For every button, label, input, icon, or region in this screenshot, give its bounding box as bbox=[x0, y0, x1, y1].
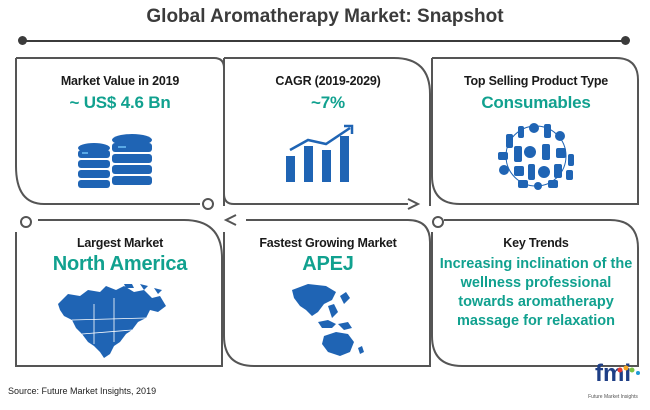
card-heading: CAGR (2019-2029) bbox=[275, 74, 381, 88]
fmi-logo: fmi Future Market Insights bbox=[584, 360, 642, 404]
market-value: ~ US$ 4.6 Bn bbox=[69, 93, 171, 112]
database-stack-icon bbox=[78, 134, 152, 188]
card-frame bbox=[223, 214, 431, 367]
card-heading: Largest Market bbox=[76, 236, 164, 250]
logo-dots bbox=[617, 365, 640, 375]
card-fastest-growing: Fastest Growing Market APEJ bbox=[222, 214, 434, 374]
card-frame bbox=[223, 57, 431, 210]
largest-market-value: North America bbox=[52, 253, 188, 275]
north-america-map-icon bbox=[58, 284, 166, 358]
card-heading: Market Value in 2019 bbox=[60, 74, 180, 88]
card-key-trends: Key Trends Increasing inclination of the… bbox=[430, 216, 642, 374]
top-product-value: Consumables bbox=[481, 93, 591, 112]
card-largest-market: Largest Market North America bbox=[14, 216, 226, 374]
rule-dot-left bbox=[18, 36, 27, 45]
card-top-product: Top Selling Product Type Consumables bbox=[430, 56, 642, 212]
page-title: Global Aromatherapy Market: Snapshot bbox=[146, 6, 504, 27]
source-note: Source: Future Market Insights, 2019 bbox=[8, 386, 157, 396]
logo-tagline: Future Market Insights bbox=[588, 394, 638, 400]
rule-dot-right bbox=[621, 36, 630, 45]
key-trends-text: Increasing inclination of the wellness p… bbox=[439, 256, 633, 329]
aromatherapy-products-icon bbox=[498, 123, 574, 190]
fastest-growing-value: APEJ bbox=[302, 253, 354, 275]
card-frame bbox=[431, 57, 639, 205]
card-frame bbox=[431, 216, 639, 367]
card-heading: Top Selling Product Type bbox=[463, 74, 609, 88]
card-frame bbox=[15, 216, 223, 367]
card-cagr: CAGR (2019-2029) ~7% bbox=[222, 56, 434, 212]
asia-pacific-map-icon bbox=[292, 284, 364, 356]
card-heading: Fastest Growing Market bbox=[259, 236, 397, 250]
title-rule bbox=[22, 40, 626, 42]
logo-text: fmi bbox=[595, 360, 631, 387]
cagr-value: ~7% bbox=[311, 93, 345, 112]
card-market-value: Market Value in 2019 ~ US$ 4.6 Bn bbox=[14, 56, 226, 212]
card-heading: Key Trends bbox=[503, 236, 569, 250]
growth-bar-chart-icon bbox=[286, 124, 354, 182]
